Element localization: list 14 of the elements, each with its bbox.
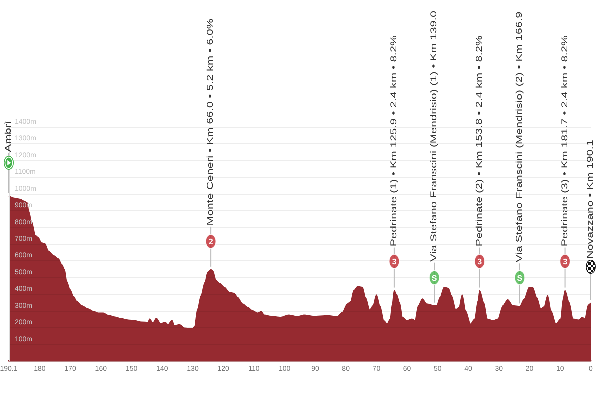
annotation: Monte Ceneri • Km 66.0 • 5.2 km • 6.0% — [206, 18, 216, 226]
annotation: Ambrì — [4, 120, 14, 152]
annotation: Pedrinate (3) • Km 181.7 • 2.4 km • 8.2% — [560, 36, 570, 247]
annotation: S — [432, 274, 438, 283]
annotation: Novazzano • Km 190.1 — [586, 140, 596, 260]
annotation: 3 — [563, 258, 568, 267]
annotation: Via Stefano Franscini (Mendrisio) (2) • Km 166.9 — [515, 11, 525, 263]
annotation: Via Stefano Franscini (Mendrisio) (1) • Km 139.0 — [430, 10, 440, 262]
annotation: 3 — [478, 258, 483, 267]
annotation: Pedrinate (1) • Km 125.9 • 2.4 km • 8.2% — [390, 36, 399, 247]
annotation: 3 — [392, 258, 398, 267]
annotation: Pedrinate (2) • Km 153.8 • 2.4 km • 8.2% — [475, 36, 484, 247]
annotation: S — [517, 274, 524, 283]
annotation: 2 — [208, 238, 214, 247]
